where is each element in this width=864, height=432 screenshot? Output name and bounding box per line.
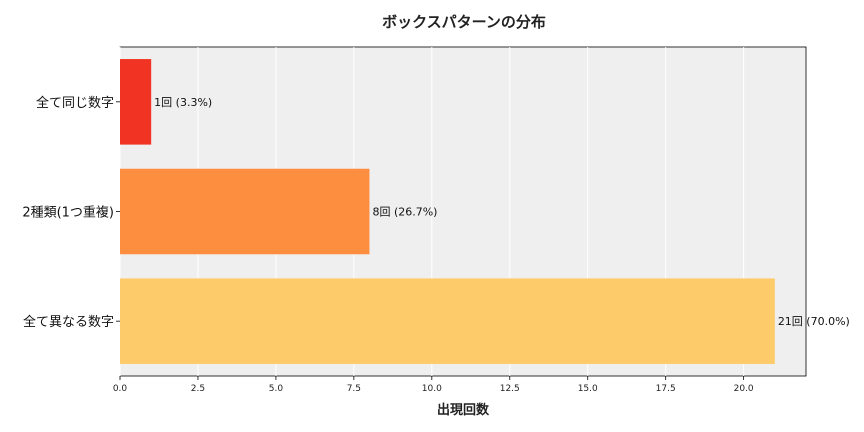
- category-labels: 全て同じ数字 2種類(1つ重複) 全て異なる数字: [22, 95, 120, 330]
- category-label: 全て異なる数字: [23, 314, 114, 330]
- x-tick-label: 7.5: [347, 384, 361, 394]
- category-label: 全て同じ数字: [36, 95, 114, 111]
- data-label: 8回 (26.7%): [372, 206, 437, 219]
- data-labels: 1回 (3.3%) 8回 (26.7%) 21回 (70.0%): [154, 96, 850, 328]
- data-label: 21回 (70.0%): [778, 315, 850, 328]
- x-tick-label: 20.0: [734, 384, 754, 394]
- x-tick-label: 10.0: [422, 384, 442, 394]
- bar: [120, 168, 370, 255]
- bar: [120, 278, 775, 364]
- x-tick-label: 17.5: [656, 384, 676, 394]
- bars: [120, 59, 775, 364]
- x-tick-label: 12.5: [500, 384, 520, 394]
- x-tick-label: 2.5: [191, 384, 205, 394]
- x-tick-label: 5.0: [269, 384, 284, 394]
- category-label: 2種類(1つ重複): [22, 205, 114, 221]
- x-axis-label: 出現回数: [437, 402, 490, 418]
- data-label: 1回 (3.3%): [154, 96, 212, 109]
- bar: [120, 59, 152, 145]
- x-tick-label: 0.0: [113, 384, 128, 394]
- chart-title: ボックスパターンの分布: [382, 13, 546, 31]
- x-axis-ticks: 0.0 2.5 5.0 7.5 10.0 12.5 15.0 17.5 20.0: [113, 376, 754, 394]
- x-tick-label: 15.0: [578, 384, 598, 394]
